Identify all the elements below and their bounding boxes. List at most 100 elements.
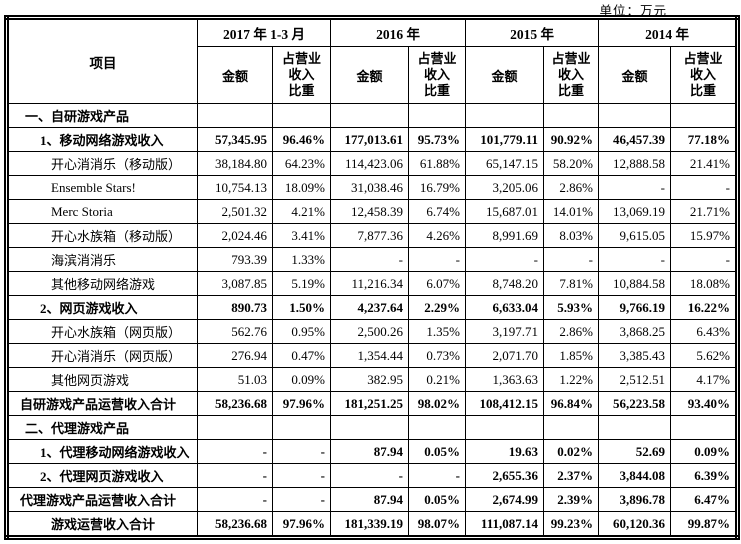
pct-cell: 8.03% xyxy=(543,223,599,248)
amount-cell: - xyxy=(465,247,544,272)
pct-cell: 96.84% xyxy=(543,391,599,416)
pct-cell: 5.93% xyxy=(543,295,599,320)
pct-cell: - xyxy=(408,247,466,272)
pct-cell: 21.41% xyxy=(670,151,738,176)
pct-cell: 96.46% xyxy=(272,127,331,152)
pct-cell: - xyxy=(670,175,738,200)
pct-header-2017: 占营业 收入 比重 xyxy=(272,46,331,104)
row-label: 开心水族箱（网页版） xyxy=(6,319,198,344)
table-row: 二、代理游戏产品 xyxy=(6,415,738,440)
pct-cell: - xyxy=(543,247,599,272)
row-label: Merc Storia xyxy=(6,199,198,224)
pct-cell: 0.02% xyxy=(543,439,599,464)
pct-header-2016: 占营业 收入 比重 xyxy=(408,46,466,104)
amount-cell: 108,412.15 xyxy=(465,391,544,416)
pct-cell: 18.08% xyxy=(670,271,738,296)
pct-cell: - xyxy=(272,487,331,512)
pct-cell: - xyxy=(408,463,466,488)
pct-cell: 99.23% xyxy=(543,511,599,538)
amount-cell: 13,069.19 xyxy=(598,199,671,224)
pct-cell: 2.86% xyxy=(543,175,599,200)
amount-cell: 181,251.25 xyxy=(330,391,409,416)
amount-cell: 177,013.61 xyxy=(330,127,409,152)
amount-cell: 9,615.05 xyxy=(598,223,671,248)
year-header-2017: 2017 年 1-3 月 xyxy=(197,17,331,47)
pct-cell: 4.26% xyxy=(408,223,466,248)
amount-cell: 15,687.01 xyxy=(465,199,544,224)
unit-label: 单位：万元 xyxy=(599,4,667,18)
pct-cell: 64.23% xyxy=(272,151,331,176)
amount-cell: 87.94 xyxy=(330,439,409,464)
amount-cell: 12,888.58 xyxy=(598,151,671,176)
pct-cell: 6.47% xyxy=(670,487,738,512)
pct-cell: 1.85% xyxy=(543,343,599,368)
amount-cell: 8,748.20 xyxy=(465,271,544,296)
pct-cell: 6.39% xyxy=(670,463,738,488)
amount-cell: 181,339.19 xyxy=(330,511,409,538)
pct-cell xyxy=(670,415,738,440)
pct-cell: 0.47% xyxy=(272,343,331,368)
amount-cell: - xyxy=(330,247,409,272)
amount-cell: 31,038.46 xyxy=(330,175,409,200)
amount-cell: 114,423.06 xyxy=(330,151,409,176)
row-label: 1、移动网络游戏收入 xyxy=(6,127,198,152)
pct-cell: 2.39% xyxy=(543,487,599,512)
pct-cell: 7.81% xyxy=(543,271,599,296)
pct-cell: 95.73% xyxy=(408,127,466,152)
amount-cell: 52.69 xyxy=(598,439,671,464)
pct-cell: 2.29% xyxy=(408,295,466,320)
pct-cell: 93.40% xyxy=(670,391,738,416)
amount-cell: - xyxy=(330,463,409,488)
amount-cell: 7,877.36 xyxy=(330,223,409,248)
amount-cell: 12,458.39 xyxy=(330,199,409,224)
amount-cell: 382.95 xyxy=(330,367,409,392)
amount-cell: - xyxy=(598,175,671,200)
pct-cell: 21.71% xyxy=(670,199,738,224)
amount-cell: 10,754.13 xyxy=(197,175,273,200)
table-row: 开心消消乐（移动版） 38,184.80 64.23% 114,423.06 61.88… xyxy=(6,151,738,176)
amount-cell: 2,674.99 xyxy=(465,487,544,512)
amount-cell: 56,223.58 xyxy=(598,391,671,416)
amount-cell: 19.63 xyxy=(465,439,544,464)
amount-cell: 276.94 xyxy=(197,343,273,368)
amount-header-2016: 金额 xyxy=(330,46,409,104)
row-label: 代理游戏产品运营收入合计 xyxy=(6,487,198,512)
pct-cell: 1.22% xyxy=(543,367,599,392)
amount-cell: 11,216.34 xyxy=(330,271,409,296)
row-label: 自研游戏产品运营收入合计 xyxy=(6,391,198,416)
amount-cell xyxy=(197,103,273,128)
pct-cell: 3.41% xyxy=(272,223,331,248)
pct-cell xyxy=(543,415,599,440)
pct-cell: 2.37% xyxy=(543,463,599,488)
table-row: 2、代理网页游戏收入 - - - -2,655.36 2.37% 3,844.08 6.39% xyxy=(6,463,738,488)
amount-cell xyxy=(598,415,671,440)
amount-cell: 111,087.14 xyxy=(465,511,544,538)
pct-cell: 0.09% xyxy=(670,439,738,464)
amount-cell: 3,896.78 xyxy=(598,487,671,512)
amount-cell: 57,345.95 xyxy=(197,127,273,152)
amount-cell: 1,354.44 xyxy=(330,343,409,368)
amount-cell: 101,779.11 xyxy=(465,127,544,152)
amount-cell: 2,655.36 xyxy=(465,463,544,488)
table-row: 开心水族箱（网页版） 562.76 0.95% 2,500.26 1.35% 3,197.… xyxy=(6,319,738,344)
pct-header-2014: 占营业 收入 比重 xyxy=(670,46,738,104)
table-row: 其他移动网络游戏 3,087.85 5.19% 11,216.34 6.07% 8,748… xyxy=(6,271,738,296)
pct-cell xyxy=(543,103,599,128)
pct-cell: 14.01% xyxy=(543,199,599,224)
pct-cell xyxy=(272,415,331,440)
table-row: 1、移动网络游戏收入 57,345.95 96.46% 177,013.61 95.73… xyxy=(6,127,738,152)
amount-cell: 3,868.25 xyxy=(598,319,671,344)
amount-header-2014: 金额 xyxy=(598,46,671,104)
pct-cell: 58.20% xyxy=(543,151,599,176)
row-label: Ensemble Stars! xyxy=(6,175,198,200)
row-label: 开心消消乐（网页版） xyxy=(6,343,198,368)
amount-cell: 2,512.51 xyxy=(598,367,671,392)
amount-cell: 2,500.26 xyxy=(330,319,409,344)
row-label: 二、代理游戏产品 xyxy=(6,415,198,440)
pct-cell: 98.02% xyxy=(408,391,466,416)
pct-cell: 15.97% xyxy=(670,223,738,248)
pct-cell: - xyxy=(670,247,738,272)
pct-cell: 0.05% xyxy=(408,439,466,464)
row-label: 2、代理网页游戏收入 xyxy=(6,463,198,488)
